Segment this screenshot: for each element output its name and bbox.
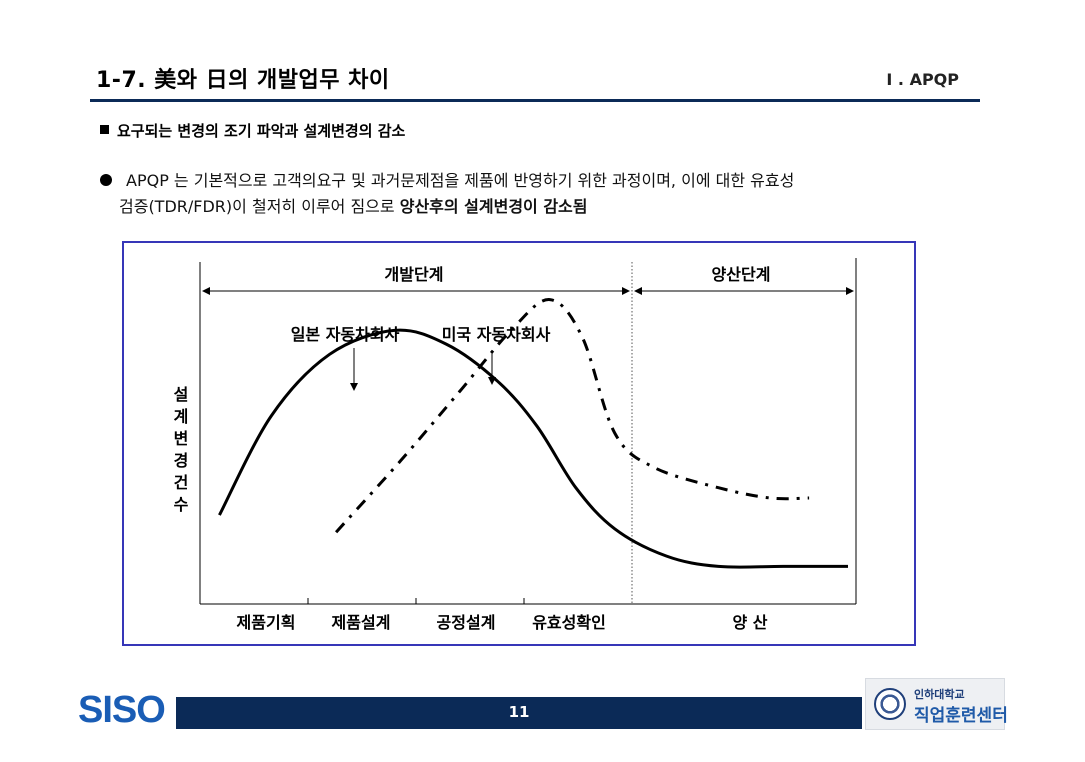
- title-underline: [90, 99, 980, 102]
- bullet-heading-text: 요구되는 변경의 조기 파악과 설계변경의 감소: [117, 122, 406, 140]
- x-label-process-design: 공정설계: [437, 613, 496, 632]
- page-number: 11: [508, 703, 530, 721]
- x-label-validation: 유효성확인: [532, 613, 606, 632]
- inha-logo: 인하대학교 직업훈련센터: [865, 678, 1008, 730]
- bullet-heading: 요구되는 변경의 조기 파악과 설계변경의 감소: [100, 120, 405, 141]
- square-bullet-icon: [100, 125, 109, 134]
- inha-logo-line2: 직업훈련센터: [914, 706, 1008, 726]
- series-label-japan: 일본 자동차회사: [291, 325, 400, 344]
- x-label-production: 양 산: [732, 613, 767, 632]
- round-bullet-icon: [100, 174, 112, 186]
- page-title: 1-7. 美와 日의 개발업무 차이: [96, 68, 390, 93]
- x-label-product-design: 제품설계: [332, 613, 391, 632]
- bullet-line-1: APQP 는 기본적으로 고객의요구 및 과거문제점을 제품에 반영하기 위한 …: [100, 168, 980, 194]
- series-label-us: 미국 자동차회사: [442, 325, 551, 344]
- phase-label-dev: 개발단계: [385, 265, 444, 284]
- bullet-line-2: 검증(TDR/FDR)이 철저히 이루어 짐으로 양산후의 설계변경이 감소됨: [100, 194, 980, 220]
- phase-label-prod: 양산단계: [712, 265, 771, 284]
- chart-frame: [122, 241, 916, 646]
- series-line-us: [334, 298, 810, 534]
- x-label-planning: 제품기획: [237, 613, 296, 632]
- footer-bar: [176, 697, 862, 729]
- bullet-text-2-bold: 양산후의 설계변경이 감소됨: [399, 197, 588, 216]
- series-line-japan: [218, 328, 848, 569]
- bullet-text-2: 검증(TDR/FDR)이 철저히 이루어 짐으로: [119, 197, 400, 216]
- siso-logo: SISO: [78, 689, 166, 731]
- inha-logo-line1: 인하대학교: [914, 688, 965, 701]
- university-seal-icon: [874, 688, 906, 720]
- bullet-body: APQP 는 기본적으로 고객의요구 및 과거문제점을 제품에 반영하기 위한 …: [100, 168, 980, 220]
- bullet-text-1: APQP 는 기본적으로 고객의요구 및 과거문제점을 제품에 반영하기 위한 …: [126, 171, 795, 190]
- section-label: I . APQP: [886, 70, 959, 89]
